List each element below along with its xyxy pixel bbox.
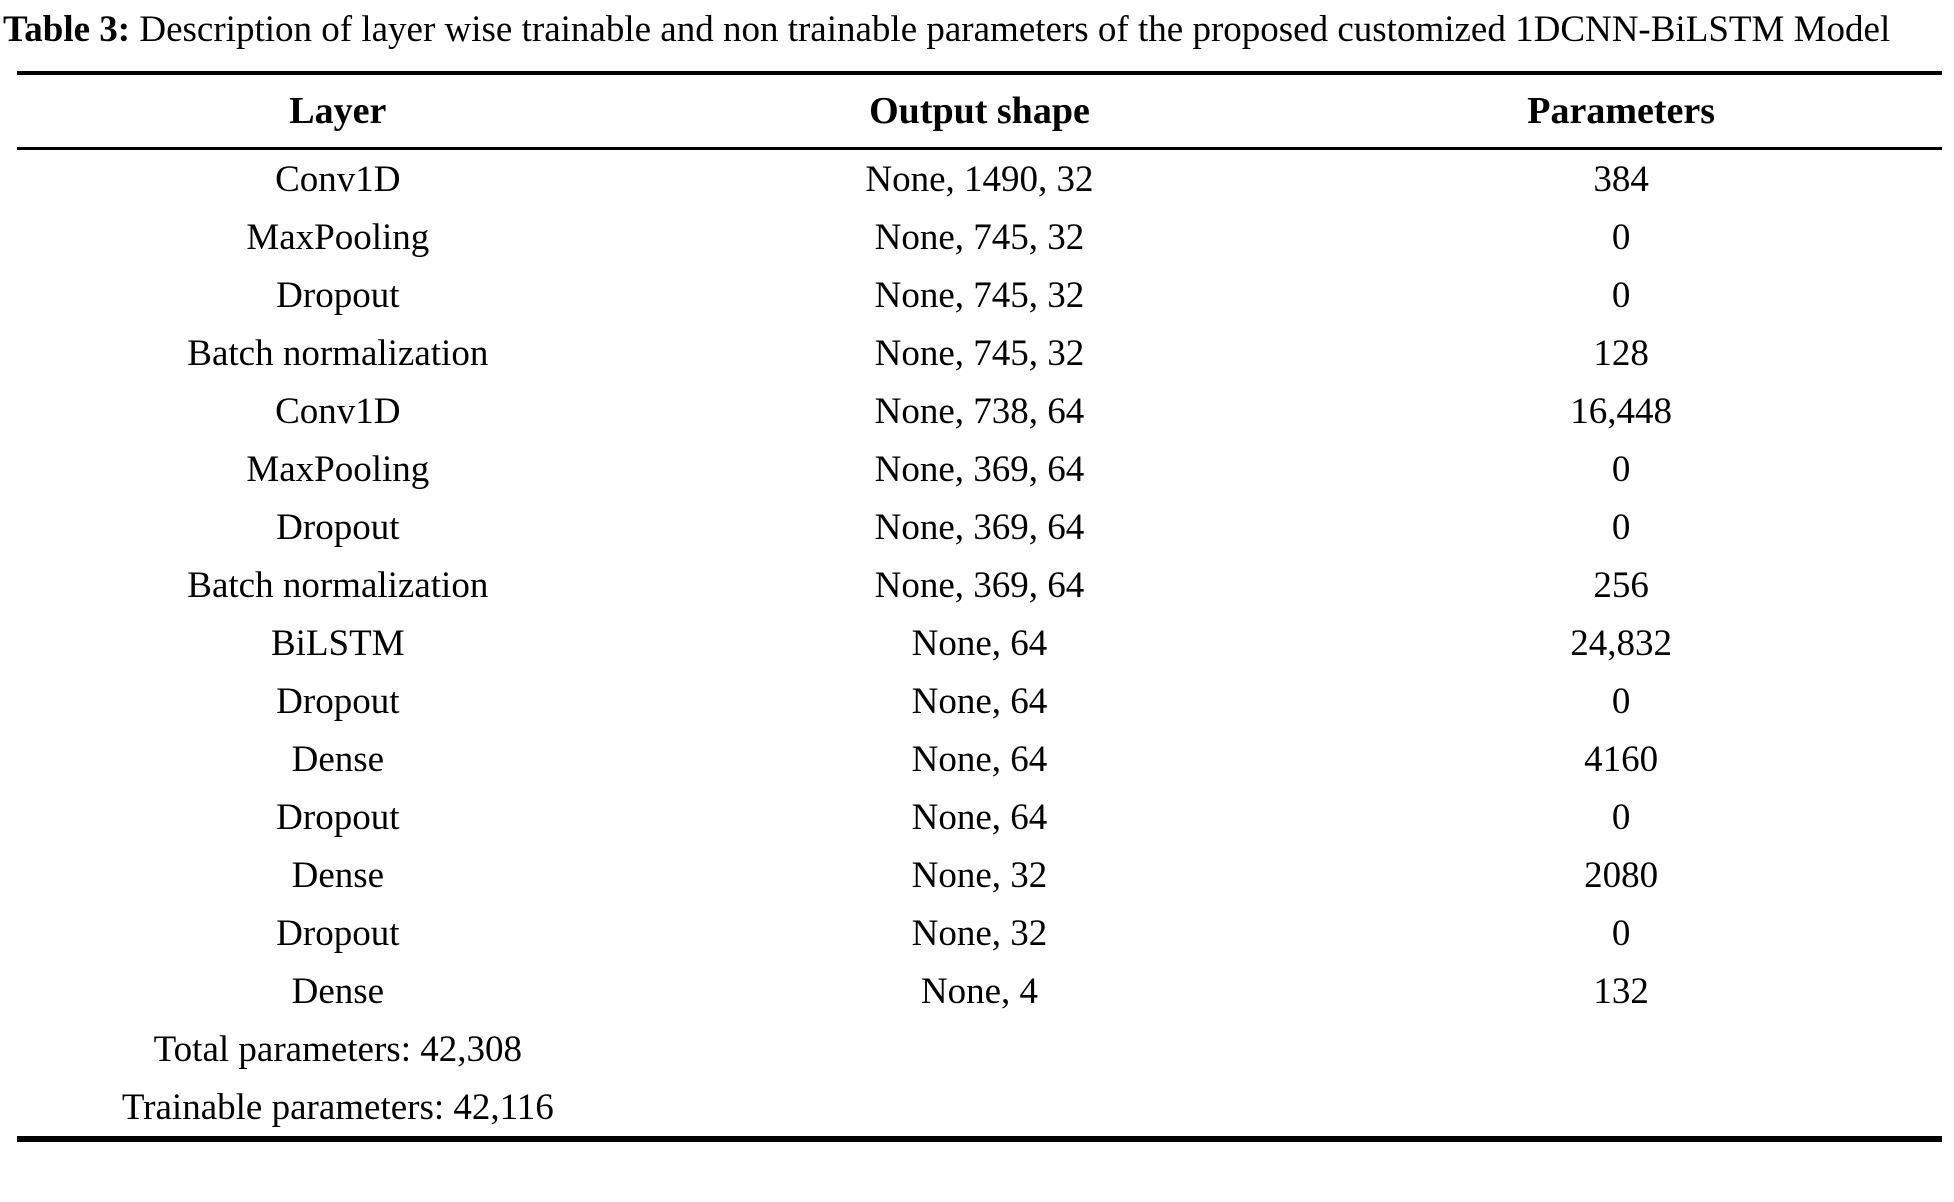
summary-cell: Trainable parameters: 42,116 — [121, 1086, 554, 1128]
table-row: Dense None, 32 2080 — [17, 846, 1942, 904]
output-shape-cell: None, 745, 32 — [874, 332, 1085, 374]
table-row: Batch normalization None, 745, 32 128 — [17, 324, 1942, 382]
table-summary-row: Total parameters: 42,308 — [17, 1020, 1942, 1078]
table-row: Dropout None, 369, 64 0 — [17, 498, 1942, 556]
layer-cell: Dropout — [276, 912, 400, 954]
parameters-cell: 0 — [1611, 680, 1631, 722]
summary-cell: Total parameters: 42,308 — [153, 1028, 522, 1070]
output-shape-cell: None, 64 — [911, 738, 1048, 780]
output-shape-cell: None, 64 — [911, 622, 1048, 664]
table-row: Conv1D None, 738, 64 16,448 — [17, 382, 1942, 440]
layer-cell: Conv1D — [275, 390, 401, 432]
column-header-parameters: Parameters — [1300, 73, 1942, 150]
output-shape-cell: None, 738, 64 — [874, 390, 1085, 432]
layer-cell: MaxPooling — [246, 448, 430, 490]
layer-cell: Batch normalization — [187, 332, 489, 374]
table-row: Dropout None, 32 0 — [17, 904, 1942, 962]
table-row: Batch normalization None, 369, 64 256 — [17, 556, 1942, 614]
parameters-cell: 0 — [1611, 912, 1631, 954]
layer-cell: Dense — [291, 970, 385, 1012]
table-row: Dense None, 4 132 — [17, 962, 1942, 1020]
parameters-cell: 128 — [1593, 332, 1649, 374]
table-row: Dropout None, 64 0 — [17, 672, 1942, 730]
parameters-cell: 16,448 — [1570, 390, 1673, 432]
parameters-cell: 0 — [1611, 216, 1631, 258]
layer-cell: Dense — [291, 738, 385, 780]
table-caption-label: Table 3: — [3, 9, 131, 50]
table-row: Dense None, 64 4160 — [17, 730, 1942, 788]
column-header-output-shape: Output shape — [658, 73, 1301, 150]
layer-cell: Dense — [291, 854, 385, 896]
layer-cell: Conv1D — [275, 158, 401, 200]
output-shape-cell: None, 32 — [911, 854, 1048, 896]
output-shape-cell: None, 369, 64 — [874, 448, 1085, 490]
output-shape-cell: None, 369, 64 — [874, 506, 1085, 548]
empty-cell — [1300, 1020, 1942, 1078]
output-shape-cell: None, 745, 32 — [874, 274, 1085, 316]
output-shape-cell: None, 4 — [920, 970, 1039, 1012]
output-shape-cell: None, 369, 64 — [874, 564, 1085, 606]
parameters-cell: 0 — [1611, 796, 1631, 838]
table-row: BiLSTM None, 64 24,832 — [17, 614, 1942, 672]
output-shape-cell: None, 32 — [911, 912, 1048, 954]
table-header-row: Layer Output shape Parameters — [17, 73, 1942, 150]
layer-parameters-table: Layer Output shape Parameters Conv1D None… — [17, 71, 1942, 1142]
parameters-cell: 0 — [1611, 448, 1631, 490]
layer-cell: BiLSTM — [271, 622, 405, 664]
table-caption: Table 3: Description of layer wise train… — [0, 0, 1954, 56]
layer-cell: MaxPooling — [246, 216, 430, 258]
output-shape-cell: None, 1490, 32 — [865, 158, 1094, 200]
column-header-layer: Layer — [17, 73, 659, 150]
table-header: Layer Output shape Parameters — [17, 73, 1942, 150]
parameters-cell: 24,832 — [1570, 622, 1673, 664]
table-row: Conv1D None, 1490, 32 384 — [17, 149, 1942, 209]
table-row: Dropout None, 745, 32 0 — [17, 266, 1942, 324]
layer-cell: Dropout — [276, 274, 400, 316]
layer-cell: Dropout — [276, 506, 400, 548]
output-shape-cell: None, 64 — [911, 680, 1048, 722]
empty-cell — [659, 1020, 1301, 1078]
table-summary-row: Trainable parameters: 42,116 — [17, 1078, 1942, 1139]
output-shape-cell: None, 64 — [911, 796, 1048, 838]
layer-cell: Dropout — [276, 796, 400, 838]
parameters-cell: 2080 — [1584, 854, 1659, 896]
output-shape-cell: None, 745, 32 — [874, 216, 1085, 258]
layer-cell: Dropout — [276, 680, 400, 722]
parameters-cell: 384 — [1593, 158, 1649, 200]
parameters-cell: 132 — [1593, 970, 1649, 1012]
table-row: MaxPooling None, 745, 32 0 — [17, 208, 1942, 266]
empty-cell — [1300, 1078, 1942, 1139]
parameters-cell: 0 — [1611, 274, 1631, 316]
table-caption-text: Description of layer wise trainable and … — [139, 9, 1891, 50]
parameters-cell: 4160 — [1584, 738, 1659, 780]
parameters-cell: 0 — [1611, 506, 1631, 548]
table-body: Conv1D None, 1490, 32 384 MaxPooling None, 7… — [17, 149, 1942, 1140]
table-row: MaxPooling None, 369, 64 0 — [17, 440, 1942, 498]
parameters-cell: 256 — [1593, 564, 1649, 606]
layer-cell: Batch normalization — [187, 564, 489, 606]
table-row: Dropout None, 64 0 — [17, 788, 1942, 846]
empty-cell — [659, 1078, 1301, 1139]
